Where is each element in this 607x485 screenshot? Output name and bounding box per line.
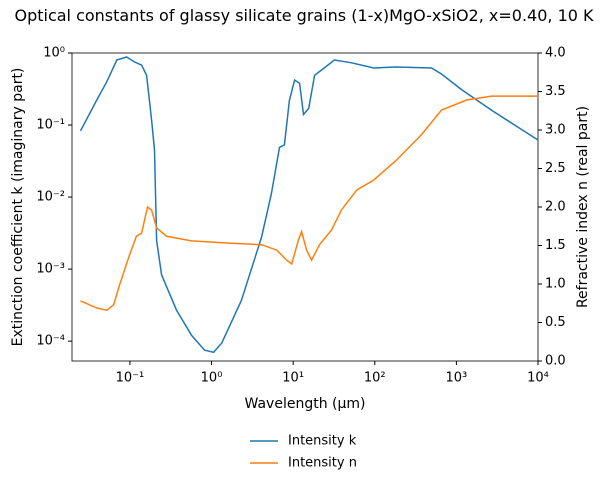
data-line <box>80 95 538 312</box>
y-tick-label: 10⁻² <box>36 190 65 205</box>
y-tick-label: 10⁻³ <box>36 262 65 277</box>
y2-tick-label: 4.0 <box>545 46 566 61</box>
y2-tick-label: 1.5 <box>545 238 566 253</box>
y2-tick-label: 2.0 <box>545 200 566 215</box>
data-line <box>79 56 539 354</box>
legend-label: Intensity n <box>288 456 357 471</box>
y2-tick-label: 3.5 <box>545 84 566 99</box>
x-tick-label: 10² <box>364 371 386 386</box>
x-tick-label: 10⁰ <box>201 371 223 386</box>
x-tick-label: 10⁻¹ <box>116 371 145 386</box>
x-tick-label: 10⁴ <box>527 371 549 386</box>
y-axis-label: Extinction coefficient k (imaginary part… <box>10 68 26 347</box>
legend-label: Intensity k <box>288 434 357 449</box>
y-tick-label: 10⁻⁴ <box>36 334 65 349</box>
x-tick-label: 10¹ <box>282 371 304 386</box>
y2-tick-label: 3.0 <box>545 123 566 138</box>
y2-tick-label: 0.0 <box>545 354 566 369</box>
y2-tick-label: 2.5 <box>545 161 566 176</box>
y-tick-label: 10⁻¹ <box>36 118 65 133</box>
y2-tick-label: 0.5 <box>545 315 566 330</box>
x-axis-label: Wavelength (μm) <box>245 396 366 412</box>
chart-title: Optical constants of glassy silicate gra… <box>14 6 594 25</box>
y2-tick-label: 1.0 <box>545 277 566 292</box>
y-tick-label: 10⁰ <box>43 46 65 61</box>
x-tick-label: 10³ <box>446 371 468 386</box>
y2-axis-label: Refractive index n (real part) <box>575 106 591 308</box>
